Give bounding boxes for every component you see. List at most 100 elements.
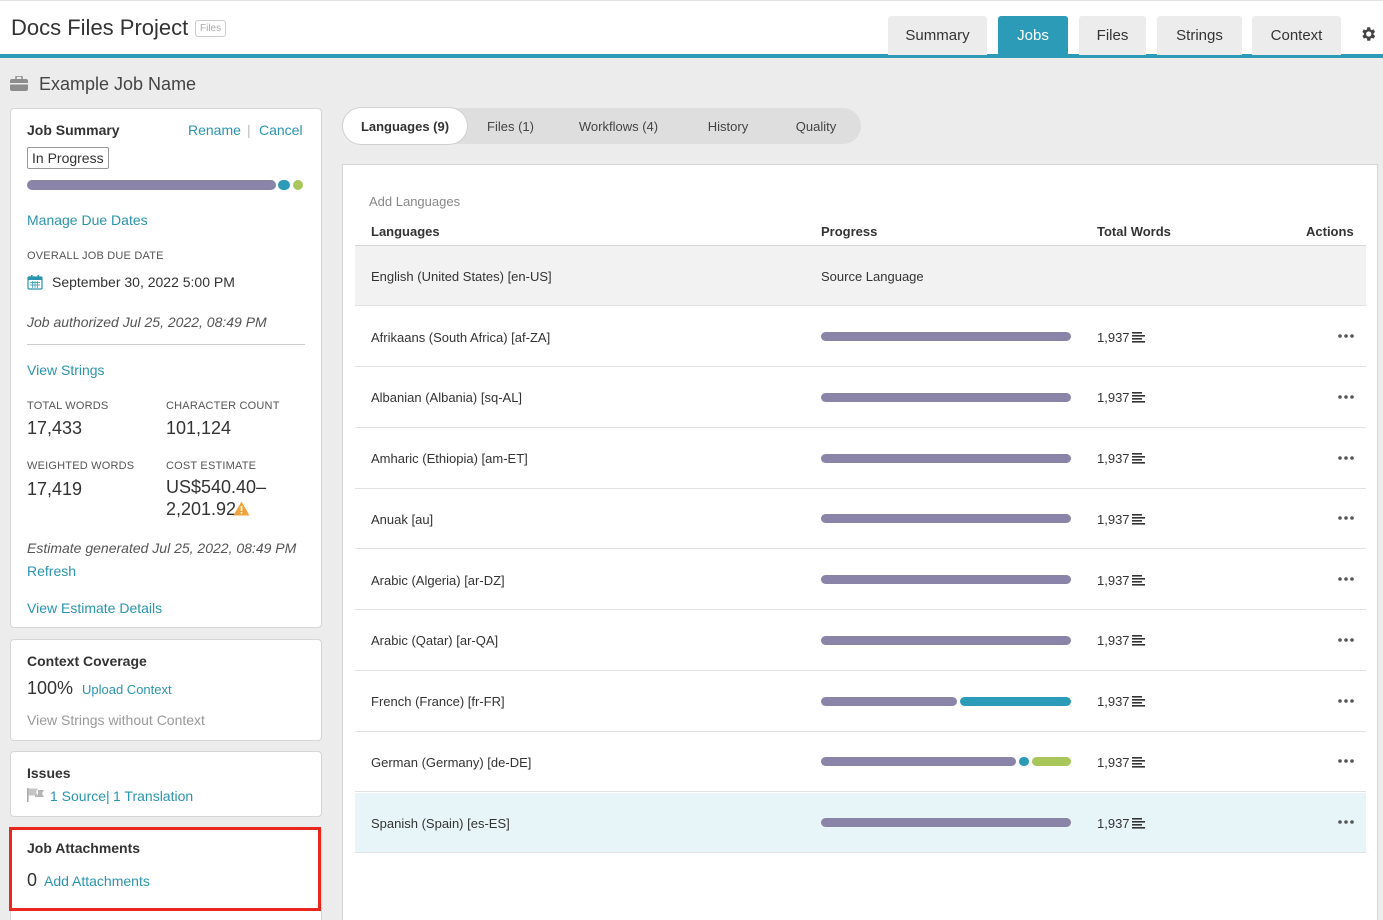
tab-context[interactable]: Context	[1252, 16, 1341, 55]
progress-segment	[821, 635, 1071, 645]
table-row[interactable]: German (Germany) [de-DE] 1,937	[355, 732, 1366, 793]
briefcase-icon	[10, 76, 28, 91]
column-header-progress: Progress	[821, 224, 878, 239]
language-progress-bar	[821, 453, 1071, 463]
total-words-value: 1,937	[1097, 815, 1130, 831]
total-words-value: 1,937	[1097, 451, 1130, 466]
app-header: Docs Files Project Files Summary Jobs Fi…	[0, 0, 1383, 58]
due-date-value: September 30, 2022 5:00 PM	[52, 274, 235, 290]
more-actions-icon[interactable]	[1338, 334, 1354, 338]
source-language-label: Source Language	[821, 268, 924, 284]
more-actions-icon[interactable]	[1338, 455, 1354, 460]
weighted-words-label: WEIGHTED WORDS	[27, 460, 135, 472]
language-name: Spanish (Spain) [es-ES]	[371, 815, 510, 831]
more-actions-icon[interactable]	[1338, 820, 1354, 824]
tab-jobs[interactable]: Jobs	[998, 16, 1068, 55]
job-progress-segment-done	[27, 180, 276, 190]
total-words: 1,937	[1097, 732, 1145, 792]
job-progress-bar	[27, 180, 305, 190]
progress-segment	[821, 392, 1071, 402]
character-count-label: CHARACTER COUNT	[166, 400, 280, 412]
language-progress-bar	[821, 514, 1071, 524]
language-name: German (Germany) [de-DE]	[371, 754, 532, 770]
refresh-link[interactable]: Refresh	[27, 563, 77, 579]
progress-segment	[1031, 757, 1071, 767]
character-count-value: 101,124	[166, 418, 232, 438]
view-strings-link[interactable]: View Strings	[27, 362, 105, 378]
language-name: Amharic (Ethiopia) [am-ET]	[371, 451, 528, 466]
table-row[interactable]: Albanian (Albania) [sq-AL] 1,937	[355, 368, 1366, 428]
total-words: 1,937	[1097, 429, 1145, 489]
job-summary-card: Job Summary Rename | Cancel In Progress …	[10, 108, 322, 628]
source-issues-link[interactable]: 1 Source	[50, 788, 107, 804]
add-attachments-link[interactable]: Add Attachments	[44, 873, 150, 889]
total-words: 1,937	[1097, 307, 1145, 367]
estimate-generated-text: Estimate generated Jul 25, 2022, 08:49 P…	[27, 540, 297, 556]
column-header-languages: Languages	[371, 224, 440, 239]
language-progress-bar	[821, 818, 1071, 827]
project-title: Docs Files Project	[11, 15, 189, 40]
progress-segment	[821, 696, 957, 706]
add-languages-link[interactable]: Add Languages	[369, 194, 461, 209]
total-words: 1,937	[1097, 793, 1145, 853]
progress-segment	[821, 757, 1017, 767]
more-actions-icon[interactable]	[1338, 394, 1354, 399]
subtab-history[interactable]: History	[707, 118, 749, 134]
table-row[interactable]: Arabic (Algeria) [ar-DZ] 1,937	[355, 550, 1366, 610]
more-actions-icon[interactable]	[1338, 637, 1354, 642]
word-count-icon	[1131, 331, 1145, 343]
language-name: Albanian (Albania) [sq-AL]	[371, 390, 523, 406]
issues-title: Issues	[27, 765, 71, 781]
table-row[interactable]: Amharic (Ethiopia) [am-ET] 1,937	[355, 429, 1366, 489]
language-progress-bar	[821, 575, 1071, 584]
language-name: Arabic (Algeria) [ar-DZ]	[371, 572, 505, 588]
total-words-label: TOTAL WORDS	[27, 400, 109, 412]
rename-link[interactable]: Rename	[188, 122, 241, 138]
subtab-workflows[interactable]: Workflows (4)	[578, 118, 659, 134]
table-row-source-language[interactable]: English (United States) [en-US] Source L…	[355, 246, 1366, 306]
context-coverage-title: Context Coverage	[27, 653, 147, 669]
word-count-icon	[1131, 635, 1145, 646]
table-row[interactable]: Anuak [au] 1,937	[355, 489, 1366, 550]
column-header-total-words: Total Words	[1097, 224, 1171, 239]
language-progress-bar	[821, 696, 1071, 706]
tab-summary[interactable]: Summary	[888, 16, 987, 55]
language-name: Arabic (Qatar) [ar-QA]	[371, 633, 499, 649]
issues-separator: |	[106, 788, 110, 804]
total-words: 1,937	[1097, 550, 1145, 610]
table-row[interactable]: Arabic (Qatar) [ar-QA] 1,937	[355, 611, 1366, 671]
language-progress-bar	[821, 332, 1071, 341]
tab-strings[interactable]: Strings	[1157, 16, 1242, 55]
cancel-link[interactable]: Cancel	[259, 122, 303, 138]
table-row[interactable]: Afrikaans (South Africa) [af-ZA] 1,937	[355, 307, 1366, 367]
translation-issues-link[interactable]: 1 Translation	[113, 788, 194, 804]
subtab-files[interactable]: Files (1)	[487, 118, 534, 134]
job-attachments-title: Job Attachments	[27, 840, 141, 856]
subtab-languages[interactable]: Languages (9)	[343, 108, 467, 144]
manage-due-dates-link[interactable]: Manage Due Dates	[27, 212, 148, 228]
progress-segment	[821, 575, 1071, 584]
table-row[interactable]: Spanish (Spain) [es-ES] 1,937	[355, 793, 1366, 853]
word-count-icon	[1131, 453, 1145, 464]
language-name: English (United States) [en-US]	[371, 268, 552, 284]
context-coverage-card: Context Coverage 100% Upload Context Vie…	[10, 639, 322, 741]
more-actions-icon[interactable]	[1338, 516, 1354, 521]
upload-context-link[interactable]: Upload Context	[82, 682, 172, 697]
cost-estimate-line2: 2,201.92	[166, 499, 237, 519]
word-count-icon	[1131, 513, 1145, 525]
more-actions-icon[interactable]	[1338, 577, 1354, 581]
progress-segment	[821, 453, 1071, 463]
job-progress-segment-review	[278, 180, 290, 190]
tab-files[interactable]: Files	[1079, 16, 1146, 55]
job-summary-title: Job Summary	[27, 122, 120, 138]
warning-icon[interactable]	[233, 501, 250, 516]
more-actions-icon[interactable]	[1338, 759, 1354, 764]
subtab-quality[interactable]: Quality	[795, 118, 837, 134]
more-actions-icon[interactable]	[1338, 698, 1354, 703]
view-estimate-details-link[interactable]: View Estimate Details	[27, 600, 163, 616]
cost-estimate-label: COST ESTIMATE	[166, 460, 257, 472]
gear-icon[interactable]	[1359, 25, 1377, 43]
table-row[interactable]: French (France) [fr-FR] 1,937	[355, 672, 1366, 732]
total-words: 1,937	[1097, 489, 1145, 549]
view-strings-without-context-link[interactable]: View Strings without Context	[27, 712, 205, 728]
